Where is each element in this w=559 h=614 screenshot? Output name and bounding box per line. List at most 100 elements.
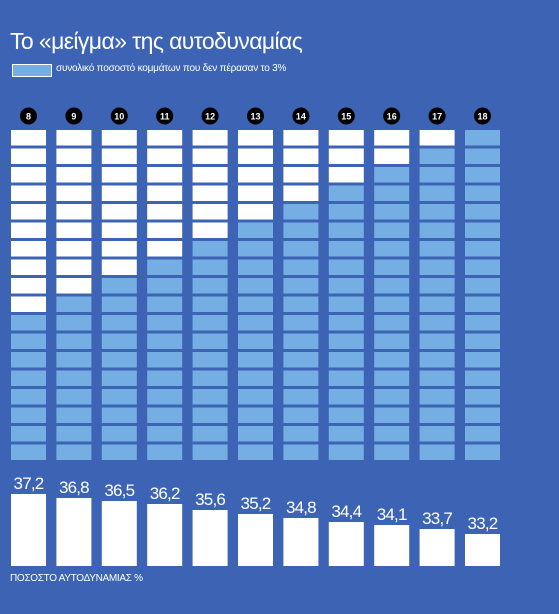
filled-cell bbox=[283, 352, 319, 368]
filled-cell bbox=[419, 222, 455, 238]
value-label: 35,2 bbox=[241, 494, 271, 513]
empty-cell bbox=[147, 167, 183, 183]
legend-swatch bbox=[12, 64, 52, 77]
filled-cell bbox=[419, 259, 455, 275]
filled-cell bbox=[419, 167, 455, 183]
filled-cell bbox=[374, 278, 410, 294]
filled-cell bbox=[419, 148, 455, 164]
filled-cell bbox=[465, 278, 500, 294]
filled-cell bbox=[419, 370, 455, 386]
filled-cell bbox=[374, 426, 410, 442]
filled-cell bbox=[283, 259, 319, 275]
empty-cell bbox=[11, 296, 46, 312]
empty-cell bbox=[192, 222, 228, 238]
filled-cell bbox=[101, 407, 137, 423]
filled-cell bbox=[238, 241, 273, 257]
filled-cell bbox=[328, 241, 364, 257]
filled-cell bbox=[328, 333, 364, 349]
filled-cell bbox=[465, 130, 500, 146]
filled-cell bbox=[419, 185, 455, 201]
empty-cell bbox=[11, 167, 46, 183]
filled-cell bbox=[283, 278, 319, 294]
filled-cell bbox=[465, 370, 500, 386]
filled-cell bbox=[374, 370, 410, 386]
empty-cell bbox=[238, 130, 273, 146]
filled-cell bbox=[283, 204, 319, 220]
empty-cell bbox=[283, 130, 319, 146]
empty-cell bbox=[101, 148, 137, 164]
filled-cell bbox=[465, 296, 500, 312]
filled-cell bbox=[238, 389, 273, 405]
filled-cell bbox=[465, 241, 500, 257]
filled-cell bbox=[374, 185, 410, 201]
filled-cell bbox=[192, 407, 228, 423]
filled-cell bbox=[374, 389, 410, 405]
empty-cell bbox=[11, 204, 46, 220]
empty-cell bbox=[192, 167, 228, 183]
filled-cell bbox=[56, 389, 92, 405]
filled-cell bbox=[56, 333, 92, 349]
empty-cell bbox=[101, 185, 137, 201]
filled-cell bbox=[238, 426, 273, 442]
value-label: 35,6 bbox=[195, 490, 225, 509]
value-label: 33,2 bbox=[468, 514, 498, 533]
filled-cell bbox=[374, 296, 410, 312]
filled-cell bbox=[328, 204, 364, 220]
empty-cell bbox=[419, 130, 455, 146]
filled-cell bbox=[328, 407, 364, 423]
category-label: 16 bbox=[387, 111, 397, 121]
filled-cell bbox=[147, 370, 183, 386]
filled-cell bbox=[147, 352, 183, 368]
filled-cell bbox=[419, 407, 455, 423]
empty-cell bbox=[101, 222, 137, 238]
filled-cell bbox=[192, 278, 228, 294]
filled-cell bbox=[419, 241, 455, 257]
filled-cell bbox=[374, 204, 410, 220]
filled-cell bbox=[192, 426, 228, 442]
filled-cell bbox=[11, 407, 46, 423]
filled-cell bbox=[56, 426, 92, 442]
filled-cell bbox=[11, 352, 46, 368]
empty-cell bbox=[11, 185, 46, 201]
bar bbox=[465, 534, 500, 566]
category-badge bbox=[247, 107, 264, 125]
filled-cell bbox=[283, 426, 319, 442]
filled-cell bbox=[465, 444, 500, 460]
filled-cell bbox=[101, 352, 137, 368]
filled-cell bbox=[101, 426, 137, 442]
filled-cell bbox=[56, 296, 92, 312]
empty-cell bbox=[192, 204, 228, 220]
filled-cell bbox=[11, 370, 46, 386]
value-label: 34,8 bbox=[286, 498, 316, 517]
category-label: 12 bbox=[205, 111, 215, 121]
empty-cell bbox=[11, 148, 46, 164]
value-label: 36,8 bbox=[59, 478, 89, 497]
filled-cell bbox=[328, 426, 364, 442]
filled-cell bbox=[419, 352, 455, 368]
filled-cell bbox=[192, 389, 228, 405]
filled-cell bbox=[238, 222, 273, 238]
filled-cell bbox=[465, 204, 500, 220]
filled-cell bbox=[374, 333, 410, 349]
filled-cell bbox=[192, 259, 228, 275]
filled-cell bbox=[283, 222, 319, 238]
filled-cell bbox=[374, 167, 410, 183]
filled-cell bbox=[147, 389, 183, 405]
empty-cell bbox=[147, 222, 183, 238]
empty-cell bbox=[56, 148, 92, 164]
empty-cell bbox=[101, 241, 137, 257]
category-badge bbox=[474, 107, 491, 125]
filled-cell bbox=[56, 407, 92, 423]
category-badge bbox=[110, 107, 128, 125]
filled-cell bbox=[56, 315, 92, 331]
filled-cell bbox=[328, 370, 364, 386]
filled-cell bbox=[238, 370, 273, 386]
empty-cell bbox=[283, 167, 319, 183]
category-label: 8 bbox=[26, 111, 31, 121]
filled-cell bbox=[465, 167, 500, 183]
category-label: 15 bbox=[341, 111, 351, 121]
filled-cell bbox=[374, 222, 410, 238]
filled-cell bbox=[147, 426, 183, 442]
filled-cell bbox=[283, 370, 319, 386]
